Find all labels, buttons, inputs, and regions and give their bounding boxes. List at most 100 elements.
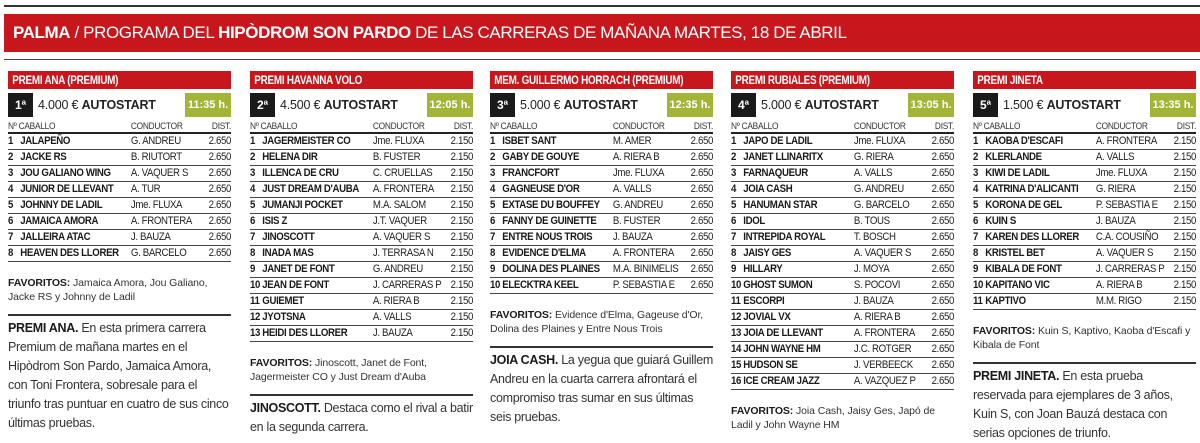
race-time: 12:05 h. (427, 93, 473, 117)
favoritos-label: FAVORITOS: (973, 325, 1036, 337)
horse-cell: 3 ILLENCA DE CRU (250, 166, 373, 181)
horse-name: KATRINA D'ALICANTI (985, 183, 1079, 195)
distance: 2.150 (450, 151, 474, 163)
horse-name: JYOTSNA (262, 311, 306, 323)
driver: Jme. FLUXA (612, 167, 665, 179)
race-comment: JINOSCOTT. Destaca como el rival a batir… (250, 399, 473, 437)
distance: 2.650 (208, 215, 232, 227)
favoritos-label: FAVORITOS: (250, 357, 313, 369)
table-row: 4 JUNIOR DE LLEVANT A. TUR 2.650 (8, 182, 231, 198)
distance: 2.150 (450, 327, 474, 339)
table-row: 14 JOHN WAYNE HM J.C. ROTGER 2.650 (731, 342, 954, 358)
horse-cell: 8 EVIDENCE D'ELMA (490, 246, 613, 261)
table-row: 9 DOLINA DES PLAINES M.A. BINIMELIS 2.650 (490, 262, 713, 278)
favoritos-label: FAVORITOS: (731, 405, 794, 417)
horse-number: 2 (8, 151, 14, 163)
race-type: AUTOSTART (323, 98, 398, 112)
horse-cell: 1 KAOBA D'ESCAFI (973, 134, 1096, 149)
distance: 2.150 (1173, 279, 1197, 291)
table-row: 1 ISBET SANT M. AMER 2.650 (490, 134, 713, 150)
race-number: 1ª (8, 93, 33, 117)
race-prize: 4.500 € AUTOSTART (280, 93, 398, 117)
comment-lead: PREMI JINETA. (973, 369, 1060, 383)
table-row: 6 FANNY DE GUINETTE B. FUSTER 2.650 (490, 214, 713, 230)
horse-number: 1 (973, 135, 979, 147)
driver: A. FRONTERA (853, 327, 915, 339)
table-row: 5 HANUMAN STAR G. BARCELO 2.650 (731, 198, 954, 214)
horse-number: 7 (973, 231, 979, 243)
distance: 2.150 (1173, 135, 1197, 147)
favoritos-list: Jinoscott, Janet de Font, Jagermeister C… (250, 357, 427, 383)
banner-city: PALMA (13, 23, 71, 42)
distance: 2.650 (690, 247, 714, 259)
race-type: AUTOSTART (81, 98, 156, 112)
horse-number: 8 (731, 247, 737, 259)
comment-lead: JOIA CASH. (490, 353, 559, 367)
horse-cell: 1 JALAPEÑO (8, 134, 131, 149)
distance: 2.650 (690, 215, 714, 227)
driver: Jme. FLUXA (372, 135, 425, 147)
divider (490, 346, 713, 348)
top-rule (4, 5, 1200, 7)
table-row: 3 ILLENCA DE CRU C. CRUELLAS 2.150 (250, 166, 473, 182)
table-row: 6 IDOL B. TOUS 2.650 (731, 214, 954, 230)
horse-name: JALLEIRA ATAC (20, 231, 91, 243)
header-conductor: CONDUCTOR (612, 121, 665, 132)
horse-cell: 1 JAGERMEISTER CO (250, 134, 373, 149)
driver: G. ANDREU (372, 263, 423, 275)
race-info: 4ª 5.000 € AUTOSTART 13:05 h. (731, 93, 954, 117)
table-row: 3 FARNAQUEUR A. VALLS 2.650 (731, 166, 954, 182)
driver: J. BAUZA (612, 231, 653, 243)
horse-number: 11 (731, 295, 741, 307)
table-row: 4 GAGNEUSE D'OR A. VALLS 2.650 (490, 182, 713, 198)
race-title-bar: PREMI HAVANNA VOLO (250, 71, 473, 89)
horse-cell: 11 ESCORPI (731, 294, 854, 309)
race-prize: 5.000 € AUTOSTART (520, 93, 638, 117)
horse-cell: 16 ICE CREAM JAZZ (731, 374, 854, 389)
banner-pre: PROGRAMA DEL (83, 23, 219, 42)
horse-name: JUNIOR DE LLEVANT (20, 183, 114, 195)
horse-cell: 10 KAPITANO VIC (973, 278, 1096, 293)
race-title-bar: MEM. GUILLERMO HORRACH (PREMIUM) (490, 71, 713, 89)
header-conductor: CONDUCTOR (853, 121, 906, 132)
driver: A. FRONTERA (372, 183, 434, 195)
race-comment: PREMI JINETA. En esta prueba reservada p… (973, 367, 1196, 443)
runners-table: Nº CABALLO CONDUCTOR DIST. 1 ISBET SANT M… (490, 120, 713, 294)
race-time: 13:35 h. (1150, 93, 1196, 117)
horse-cell: 2 GABY DE GOUYE (490, 150, 613, 165)
comment-lead: PREMI ANA. (8, 321, 79, 335)
header-dist: DIST. (934, 121, 955, 132)
race-prize: 5.000 € AUTOSTART (761, 93, 879, 117)
distance: 2.150 (450, 295, 474, 307)
table-row: 2 GABY DE GOUYE A. RIERA B 2.650 (490, 150, 713, 166)
table-row: 10 JEAN DE FONT J. CARRERAS P 2.150 (250, 278, 473, 294)
horse-cell: 4 GAGNEUSE D'OR (490, 182, 613, 197)
table-row: 9 HILLARY J. MOYA 2.650 (731, 262, 954, 278)
horse-number: 2 (731, 151, 737, 163)
horse-cell: 6 JAMAICA AMORA (8, 214, 131, 229)
header-dist: DIST. (453, 121, 474, 132)
distance: 2.150 (450, 231, 474, 243)
distance: 2.650 (208, 199, 232, 211)
horse-cell: 15 HUDSON SE (731, 358, 854, 373)
distance: 2.150 (450, 135, 474, 147)
distance: 2.650 (931, 295, 955, 307)
race-info: 5ª 1.500 € AUTOSTART 13:35 h. (973, 93, 1196, 117)
horse-cell: 3 FARNAQUEUR (731, 166, 854, 181)
distance: 2.650 (931, 151, 955, 163)
horse-cell: 7 JALLEIRA ATAC (8, 230, 131, 245)
table-row: 8 HEAVEN DES LLORER G. BARCELO 2.650 (8, 246, 231, 262)
horse-cell: 5 HANUMAN STAR (731, 198, 854, 213)
horse-number: 15 (731, 359, 742, 371)
distance: 2.650 (931, 199, 955, 211)
banner-venue: HIPÒDROM SON PARDO (218, 23, 411, 42)
horse-number: 9 (973, 263, 979, 275)
driver: G. BARCELO (853, 199, 910, 211)
banner-post: DE LAS CARRERAS DE MAÑANA MARTES, 18 DE … (410, 23, 847, 42)
prize-amount: 5.000 € (520, 98, 561, 112)
horse-number: 12 (731, 311, 742, 323)
table-row: 11 GUIEMET A. RIERA B 2.150 (250, 294, 473, 310)
horse-number: 2 (250, 151, 256, 163)
horse-number: 6 (490, 215, 496, 227)
horse-cell: 5 KORONA DE GEL (973, 198, 1096, 213)
